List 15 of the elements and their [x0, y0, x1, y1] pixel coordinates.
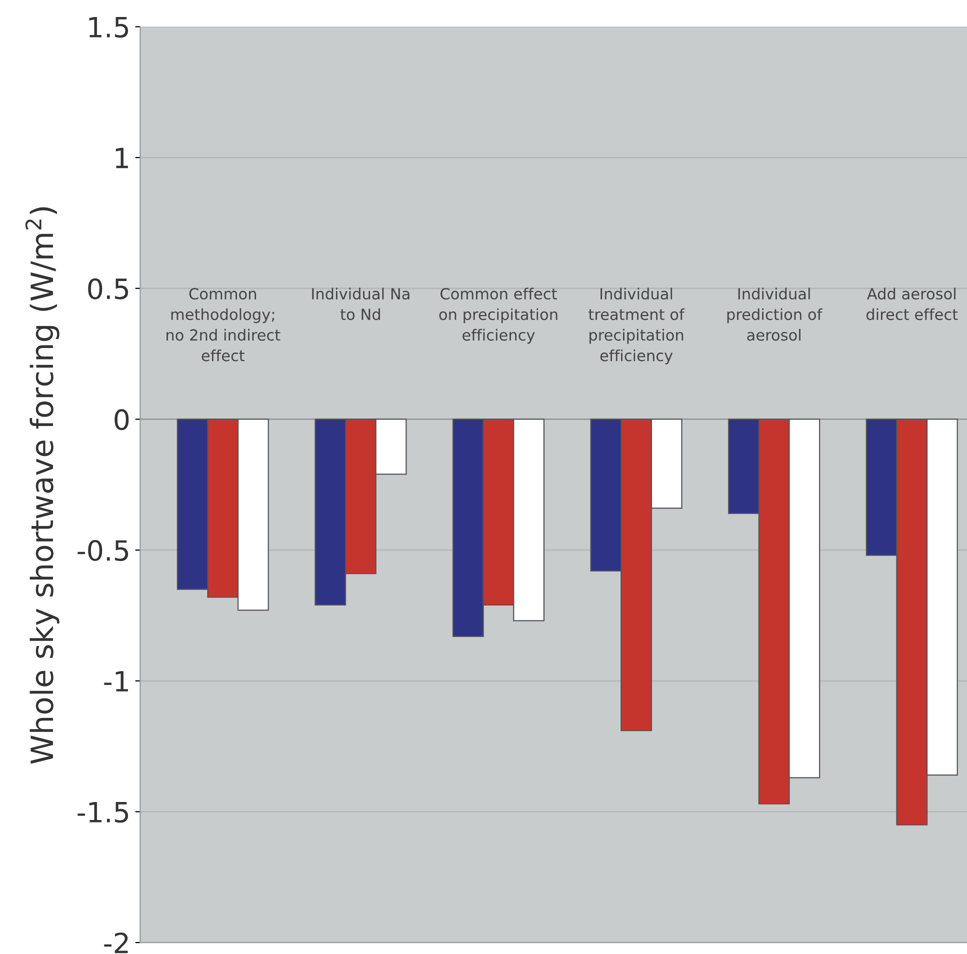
x-tick-label: Add aerosol direct effect — [866, 288, 958, 320]
y-tick-label: 1.5 — [89, 17, 128, 38]
y-tick-label: -2 — [104, 932, 128, 954]
x-tick-label: Common methodology; no 2nd indirect effect — [166, 288, 280, 362]
x-tick-label: Individual prediction of aerosol — [727, 288, 822, 341]
x-tick-label: Individual Na to Nd — [312, 288, 410, 320]
y-tick-label: -1.5 — [78, 802, 128, 823]
y-tick-label: -0.5 — [78, 540, 128, 561]
y-tick-label: 0.5 — [88, 278, 128, 300]
y-tick-label: 0 — [114, 409, 129, 430]
y-tick-label: -1 — [104, 671, 128, 692]
y-tick-label: 1 — [116, 148, 128, 168]
x-tick-label: Individual treatment of precipitation efficiency — [588, 288, 685, 364]
x-tick-label: Common effect on precipitation efficiency — [439, 288, 558, 344]
y-axis-title: Whole sky shortwave forcing (W/m$^{2}$) — [25, 207, 60, 764]
